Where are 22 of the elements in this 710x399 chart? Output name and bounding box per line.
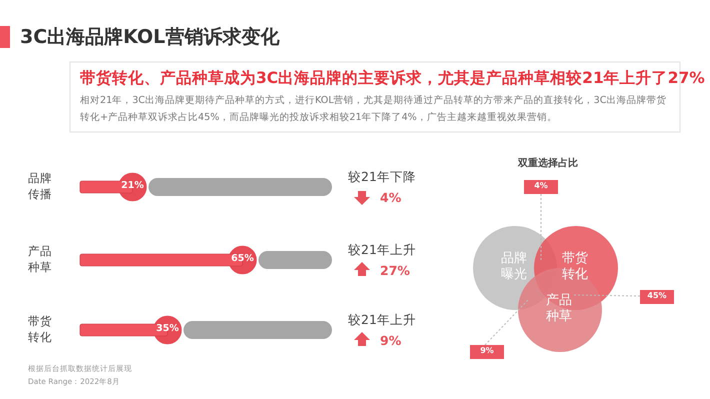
- text: 9%: [380, 333, 402, 348]
- text: 4%: [380, 190, 402, 205]
- text: 较21年下降: [348, 169, 416, 186]
- category-label: 带货转化: [562, 251, 589, 283]
- text: 27%: [380, 263, 410, 278]
- text: 带货转化、产品种草成为3C出海品牌的主要诉求，尤其是产品种草相较21年上升了27%: [80, 68, 705, 89]
- data-label: 65%: [230, 253, 255, 264]
- text: 较21年上升: [348, 242, 416, 259]
- y-tick-label: 带货转化: [28, 313, 53, 345]
- y-tick-label: 品牌传播: [28, 170, 53, 202]
- chart-title: 3C出海品牌KOL营销诉求变化: [20, 25, 280, 50]
- text: 4%: [533, 181, 549, 190]
- data-label: 21%: [120, 180, 145, 191]
- y-tick-label: 产品种草: [28, 243, 53, 275]
- text: 相对21年，3C出海品牌更期待产品种草的方式，进行KOL营销，尤其是期待通过产品转草的方带来产品的直接转化，3C出海品牌带货转化+产品种草双诉求占比45%，而品牌曝光的投放诉求相较21年下降了4%，广告主越来越重视效果营销。: [80, 94, 668, 125]
- text: 45%: [646, 291, 668, 300]
- category-label: 品牌曝光: [501, 251, 528, 283]
- data-label: 35%: [155, 323, 180, 334]
- text: 双重选择占比: [518, 156, 578, 170]
- category-label: 产品种草: [546, 293, 573, 325]
- text: 较21年上升: [348, 312, 416, 329]
- text: 9%: [479, 346, 495, 355]
